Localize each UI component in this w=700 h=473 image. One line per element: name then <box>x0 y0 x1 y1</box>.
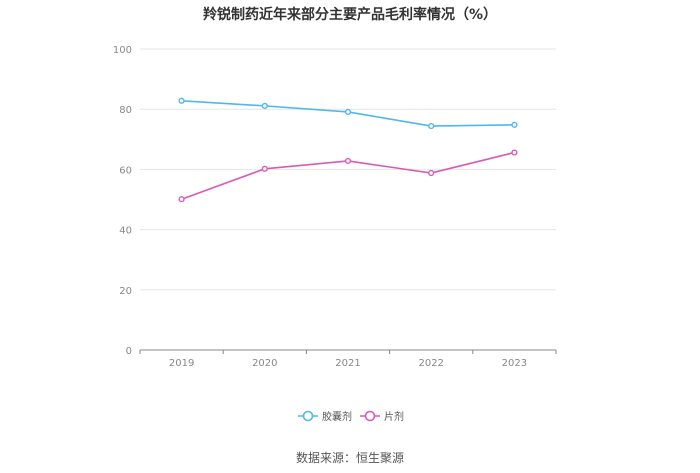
data-source: 数据来源：恒生聚源 <box>295 451 404 465</box>
legend-marker <box>364 410 376 422</box>
y-tick-label: 100 <box>113 45 132 56</box>
x-tick-label: 2020 <box>252 358 277 369</box>
data-point[interactable] <box>178 196 185 203</box>
chart-title: 羚锐制药近年来部分主要产品毛利率情况（%） <box>202 7 498 23</box>
data-point[interactable] <box>428 169 435 177</box>
legend-label: 胶囊剂 <box>322 410 352 423</box>
data-point[interactable] <box>344 108 352 116</box>
data-point[interactable] <box>511 149 518 156</box>
data-point[interactable] <box>344 157 352 165</box>
data-point[interactable] <box>261 165 268 172</box>
series-layer <box>178 97 518 203</box>
legend-item-1[interactable]: 胶囊剂 <box>298 410 352 423</box>
legend-marker <box>302 410 314 422</box>
legend-label: 片剂 <box>384 410 404 423</box>
data-point[interactable] <box>428 122 435 130</box>
y-tick-label: 60 <box>119 165 132 176</box>
y-tick-label: 80 <box>119 105 132 116</box>
grid-lines <box>140 48 556 291</box>
data-point[interactable] <box>511 121 518 128</box>
legend[interactable]: 胶囊剂 片剂 <box>298 410 404 423</box>
y-tick-label: 0 <box>126 346 132 357</box>
data-point[interactable] <box>178 97 185 104</box>
y-tick-label: 20 <box>119 286 132 297</box>
data-point[interactable] <box>261 102 268 109</box>
x-tick-label: 2021 <box>335 358 360 369</box>
x-tick-label: 2019 <box>169 358 194 369</box>
x-tick-label: 2023 <box>502 358 527 369</box>
x-tick-label: 2022 <box>418 358 443 369</box>
legend-item-2[interactable]: 片剂 <box>360 410 404 423</box>
axes: 0 20 40 60 80 100 2019 2020 2021 2022 2023 <box>113 45 557 369</box>
y-tick-label: 40 <box>119 226 132 237</box>
